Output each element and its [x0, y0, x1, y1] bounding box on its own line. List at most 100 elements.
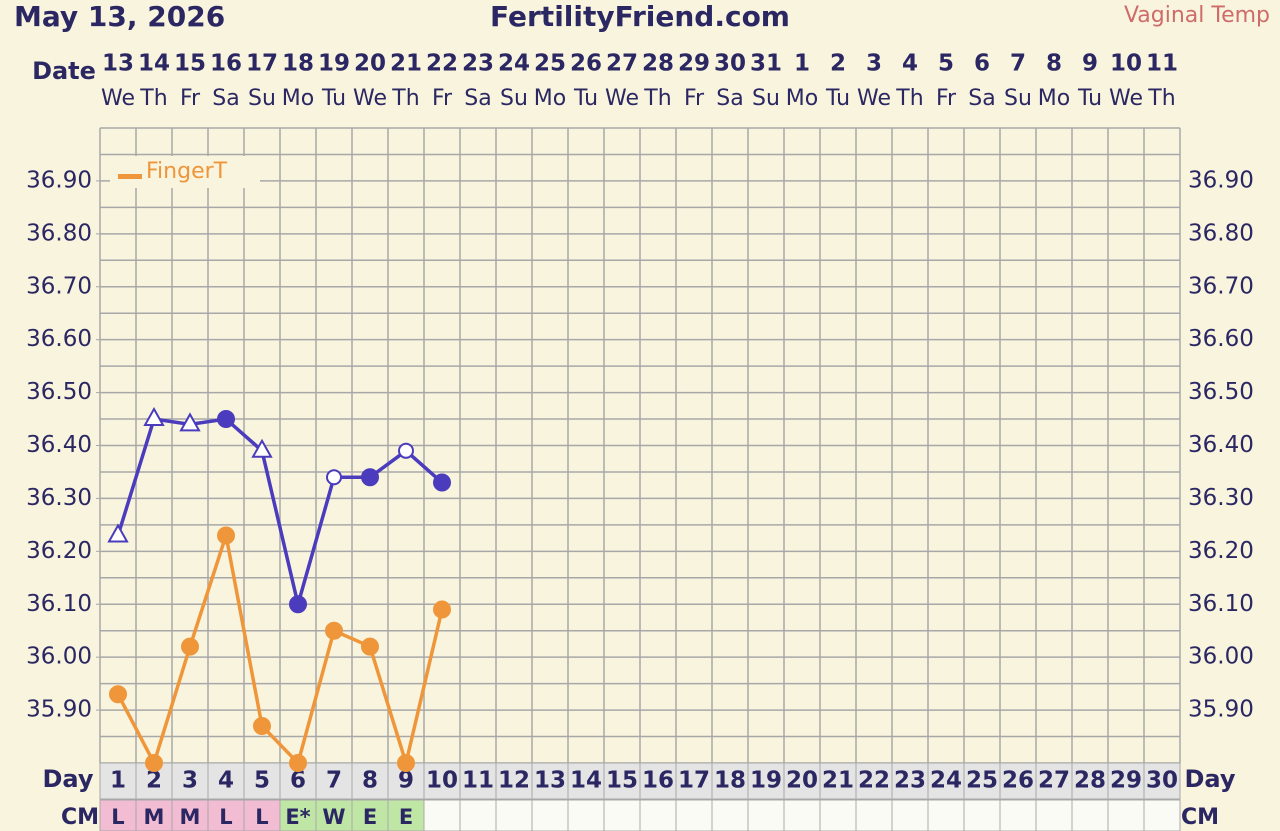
data-point [109, 685, 127, 704]
chart-title: May 13, 2026 [14, 0, 225, 33]
day-number: 17 [678, 768, 710, 794]
date-label: 30 [714, 51, 746, 77]
data-point [326, 469, 342, 486]
cm-cell [1071, 799, 1109, 831]
y-tick-label: 36.40 [26, 432, 92, 458]
weekday-label: Mo [1038, 86, 1070, 111]
day-number: 9 [398, 768, 414, 794]
date-label: 1 [794, 51, 810, 77]
weekday-label: Tu [321, 86, 346, 111]
cm-label: CM [61, 805, 99, 830]
date-label: 19 [318, 51, 350, 77]
cm-value: L [111, 805, 124, 829]
cm-value: M [180, 805, 201, 829]
weekday-label: Mo [534, 86, 566, 111]
cm-cell [1143, 799, 1181, 831]
y-tick-label: 36.60 [26, 326, 92, 352]
day-number: 13 [534, 768, 566, 794]
data-point [217, 526, 235, 545]
day-number: 29 [1110, 768, 1142, 794]
cm-cell [1035, 799, 1073, 831]
cm-cell [747, 799, 785, 831]
y-tick-label: 36.30 [1188, 485, 1254, 511]
day-number: 24 [930, 768, 962, 794]
y-tick-label: 36.20 [1188, 538, 1254, 564]
day-number: 28 [1074, 768, 1106, 794]
weekday-label: Sa [968, 86, 995, 111]
series-label: Vaginal Temp [1124, 3, 1270, 28]
day-number: 1 [110, 768, 126, 794]
cm-cell [207, 799, 245, 831]
day-number: 22 [858, 768, 890, 794]
weekday-label: Th [1147, 86, 1175, 111]
weekday-label: Fr [684, 86, 705, 111]
cm-cell [639, 799, 677, 831]
cm-value: M [144, 805, 165, 829]
date-label: 7 [1010, 51, 1026, 77]
date-label: 4 [902, 51, 918, 77]
date-label: 16 [210, 51, 242, 77]
cm-cell [1107, 799, 1145, 831]
date-label: 26 [570, 51, 602, 77]
weekday-label: Mo [786, 86, 818, 111]
date-label: 6 [974, 51, 990, 77]
legend-label: FingerT [146, 159, 228, 184]
day-number: 2 [146, 768, 162, 794]
weekday-label: Tu [825, 86, 850, 111]
y-tick-label: 36.20 [26, 538, 92, 564]
y-tick-label: 36.70 [1188, 273, 1254, 299]
weekday-label: Su [752, 86, 780, 111]
y-tick-label: 36.10 [1188, 591, 1254, 617]
data-point [361, 468, 379, 487]
date-label: 25 [534, 51, 566, 77]
cm-value: E [363, 805, 377, 829]
cm-value: E [399, 805, 413, 829]
date-label: 20 [354, 51, 386, 77]
cm-cell [819, 799, 857, 831]
cm-cell [603, 799, 641, 831]
y-tick-label: 36.40 [1188, 432, 1254, 458]
date-label: 27 [606, 51, 638, 77]
weekday-label: Su [1004, 86, 1032, 111]
cm-cell [135, 799, 173, 831]
y-tick-label: 35.90 [26, 697, 92, 723]
day-number: 10 [426, 768, 458, 794]
date-label: 8 [1046, 51, 1062, 77]
day-number: 3 [182, 768, 198, 794]
data-point [179, 412, 201, 432]
data-point [397, 754, 415, 772]
y-tick-label: 36.80 [26, 220, 92, 246]
data-point [289, 754, 307, 772]
day-number: 21 [822, 768, 854, 794]
weekday-label: Su [500, 86, 528, 111]
date-label: 24 [498, 51, 530, 77]
weekday-label: Sa [716, 86, 743, 111]
date-label: 28 [642, 51, 674, 77]
y-tick-label: 36.70 [26, 273, 92, 299]
y-tick-label: 36.90 [1188, 167, 1254, 193]
weekday-label: Sa [464, 86, 491, 111]
weekday-label: Tu [1077, 86, 1102, 111]
day-number: 15 [606, 768, 638, 794]
data-point [433, 473, 451, 492]
cm-cell [99, 799, 137, 831]
weekday-label: Sa [212, 86, 239, 111]
weekday-label: We [605, 86, 639, 111]
y-tick-label: 35.90 [1188, 697, 1254, 723]
cm-cell [279, 799, 317, 831]
day-number: 20 [786, 768, 818, 794]
weekday-label: Tu [573, 86, 598, 111]
day-number: 19 [750, 768, 782, 794]
cm-label: CM [1181, 805, 1219, 830]
y-tick-label: 36.10 [26, 591, 92, 617]
date-label: 13 [102, 51, 134, 77]
data-point [398, 442, 414, 459]
weekday-label: Fr [180, 86, 201, 111]
cm-cell [531, 799, 569, 831]
site-name: FertilityFriend.com [490, 0, 790, 33]
date-label: 15 [174, 51, 206, 77]
cm-cell [711, 799, 749, 831]
data-point [107, 523, 129, 543]
